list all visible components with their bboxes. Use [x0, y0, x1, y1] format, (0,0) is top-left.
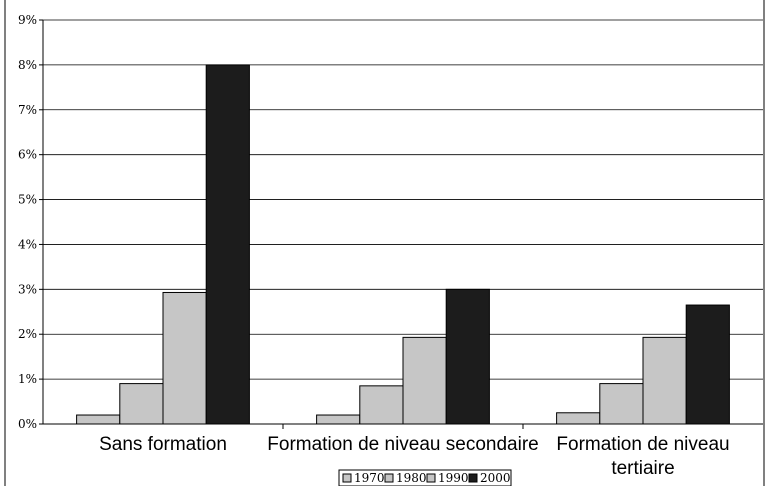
- y-tick-label: 3%: [18, 282, 37, 296]
- bars: [76, 64, 730, 425]
- legend-label-1990: 1990: [438, 471, 469, 485]
- y-tick-label: 6%: [18, 148, 37, 162]
- bar-1970-3: [556, 412, 601, 425]
- gridlines: [43, 19, 763, 380]
- legend-label-1980: 1980: [396, 471, 427, 485]
- bar-1980-3: [599, 383, 644, 425]
- bar-1980-1: [119, 383, 164, 425]
- y-tick-label: 1%: [18, 372, 37, 386]
- axes: [4, 0, 765, 486]
- bar-2000-1: [205, 64, 250, 425]
- y-tick-label: 4%: [18, 237, 37, 251]
- bar-2000-2: [445, 288, 490, 425]
- y-tick-label: 7%: [18, 103, 37, 117]
- y-axis-ticks: 0% 1% 2% 3% 4% 5% 6% 7% 8% 9%: [18, 13, 43, 431]
- bar-1990-1: [162, 291, 207, 425]
- bar-1980-2: [359, 385, 404, 425]
- x-category-label: Formation de niveau secondaire: [267, 434, 538, 455]
- bar-2000-3: [685, 304, 730, 425]
- x-category-label: Formation de niveau: [556, 434, 729, 455]
- y-tick-label: 9%: [18, 13, 37, 27]
- legend: 1970 1980 1990 2000: [338, 469, 512, 487]
- y-tick-label: 2%: [18, 327, 37, 341]
- legend-swatch-1990: [426, 473, 436, 483]
- legend-swatch-1980: [384, 473, 394, 483]
- x-category-label: tertiaire: [611, 458, 674, 479]
- x-axis-categories: Sans formation Formation de niveau second…: [99, 434, 730, 479]
- legend-label-2000: 2000: [480, 471, 511, 485]
- x-category-label: Sans formation: [99, 434, 227, 455]
- legend-swatch-2000: [468, 473, 478, 483]
- bar-1990-2: [402, 336, 447, 425]
- legend-label-1970: 1970: [354, 471, 385, 485]
- bar-1970-2: [316, 414, 361, 425]
- y-tick-label: 8%: [18, 58, 37, 72]
- bar-1970-1: [76, 414, 121, 425]
- legend-swatch-1970: [342, 473, 352, 483]
- y-tick-label: 0%: [18, 417, 37, 431]
- bar-1990-3: [642, 336, 687, 425]
- y-tick-label: 5%: [18, 193, 37, 207]
